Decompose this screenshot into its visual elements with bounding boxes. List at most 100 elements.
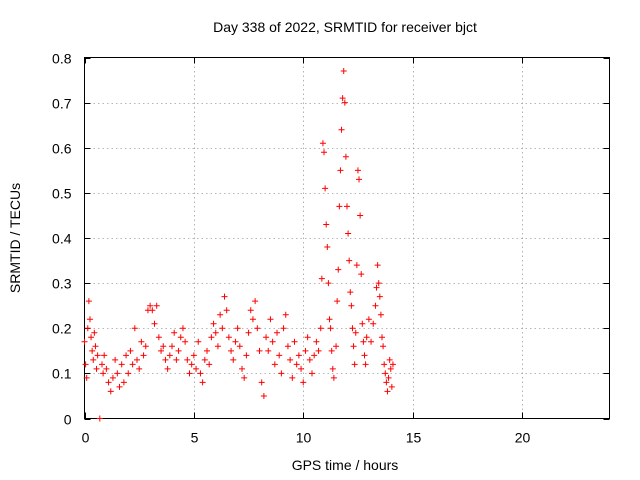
y-tick-label: 0.4 bbox=[52, 231, 72, 247]
data-point bbox=[383, 379, 390, 386]
data-point bbox=[138, 338, 145, 345]
x-axis-label: GPS time / hours bbox=[292, 457, 399, 473]
plot-frame bbox=[84, 57, 610, 419]
data-point bbox=[361, 352, 368, 359]
data-point bbox=[375, 280, 382, 287]
data-point bbox=[230, 356, 237, 363]
y-tick-label: 0.3 bbox=[52, 276, 72, 292]
data-point bbox=[347, 289, 354, 296]
data-point bbox=[241, 374, 248, 381]
x-tick-labels: 0 5 10 15 20 bbox=[82, 430, 531, 446]
data-point bbox=[184, 356, 191, 363]
data-point bbox=[153, 302, 160, 309]
data-point bbox=[298, 365, 305, 372]
data-point bbox=[325, 280, 332, 287]
data-point bbox=[324, 244, 331, 251]
data-point bbox=[129, 361, 136, 368]
data-point bbox=[362, 361, 369, 368]
data-point bbox=[214, 343, 221, 350]
data-point bbox=[309, 370, 315, 377]
data-point bbox=[327, 325, 334, 332]
data-point bbox=[280, 325, 287, 332]
data-point bbox=[336, 203, 343, 210]
x-tick-label: 10 bbox=[296, 430, 312, 446]
data-point bbox=[81, 338, 88, 345]
data-point bbox=[323, 221, 330, 228]
data-point bbox=[120, 379, 127, 386]
data-point bbox=[274, 329, 280, 336]
data-point bbox=[101, 352, 108, 359]
data-point bbox=[311, 352, 318, 359]
data-point bbox=[263, 334, 270, 341]
x-tick-label: 15 bbox=[406, 430, 422, 446]
data-point bbox=[239, 365, 245, 372]
data-point bbox=[190, 352, 197, 359]
data-point bbox=[160, 343, 167, 350]
data-point bbox=[326, 316, 333, 323]
data-point bbox=[223, 307, 230, 314]
data-point bbox=[351, 361, 358, 368]
data-point bbox=[254, 325, 261, 332]
y-tick-label: 0.8 bbox=[52, 51, 72, 67]
y-tick-label: 0.2 bbox=[52, 321, 72, 337]
data-point bbox=[201, 356, 208, 363]
data-point bbox=[158, 347, 165, 354]
data-point bbox=[329, 365, 336, 372]
data-point bbox=[193, 365, 200, 372]
data-point bbox=[381, 361, 388, 368]
x-tick-label: 20 bbox=[515, 430, 531, 446]
data-point bbox=[252, 298, 259, 305]
data-point bbox=[376, 293, 383, 300]
data-point bbox=[208, 334, 215, 341]
data-point bbox=[147, 302, 154, 309]
data-point bbox=[315, 347, 322, 354]
data-point bbox=[219, 325, 226, 332]
data-point bbox=[247, 307, 254, 314]
data-point bbox=[94, 352, 101, 359]
data-point bbox=[335, 266, 342, 273]
data-point bbox=[359, 320, 366, 327]
data-point bbox=[304, 334, 311, 341]
data-point bbox=[89, 347, 96, 354]
x-tick-label: 5 bbox=[191, 430, 199, 446]
data-point bbox=[188, 361, 195, 368]
data-point bbox=[83, 374, 90, 381]
data-point bbox=[313, 338, 320, 345]
y-tick-label: 0.5 bbox=[52, 186, 72, 202]
data-point bbox=[319, 140, 326, 147]
data-point bbox=[349, 325, 356, 332]
data-point bbox=[368, 338, 375, 345]
y-tick-label: 0.6 bbox=[52, 141, 72, 157]
data-point bbox=[142, 343, 149, 350]
data-point bbox=[225, 334, 232, 341]
data-point bbox=[243, 352, 250, 359]
data-point bbox=[357, 212, 364, 219]
data-point bbox=[302, 347, 309, 354]
data-point bbox=[140, 352, 147, 359]
data-point bbox=[151, 320, 158, 327]
data-point bbox=[88, 334, 95, 341]
data-point bbox=[90, 356, 97, 363]
data-point bbox=[387, 365, 394, 372]
y-tick-label: 0.7 bbox=[52, 96, 72, 112]
data-point bbox=[306, 356, 313, 363]
data-point bbox=[353, 262, 360, 269]
y-tick-label: 0.1 bbox=[52, 366, 72, 382]
data-point bbox=[328, 347, 335, 354]
data-point bbox=[360, 338, 367, 345]
data-point bbox=[271, 361, 278, 368]
data-point bbox=[300, 379, 307, 386]
data-point bbox=[169, 343, 175, 350]
data-point bbox=[245, 329, 252, 336]
data-point bbox=[372, 302, 379, 309]
data-point bbox=[287, 356, 294, 363]
data-point bbox=[210, 320, 217, 327]
data-point bbox=[199, 379, 206, 386]
data-point bbox=[179, 325, 186, 332]
data-point bbox=[340, 68, 347, 75]
data-point bbox=[116, 383, 123, 390]
data-point bbox=[358, 271, 365, 278]
data-point bbox=[256, 347, 263, 354]
data-point bbox=[388, 383, 395, 390]
data-point bbox=[352, 329, 359, 336]
